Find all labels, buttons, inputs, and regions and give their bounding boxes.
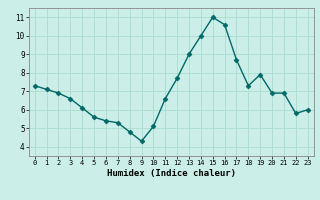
X-axis label: Humidex (Indice chaleur): Humidex (Indice chaleur)	[107, 169, 236, 178]
